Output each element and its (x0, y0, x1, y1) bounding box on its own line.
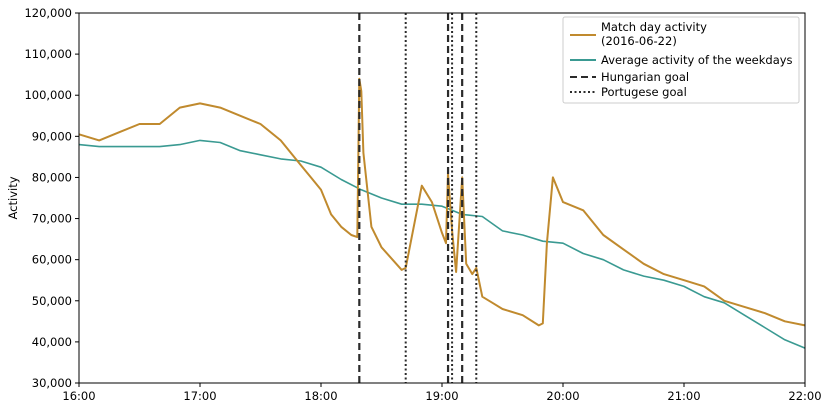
x-tick-label: 20:00 (546, 389, 579, 403)
y-axis-label: Activity (6, 176, 20, 219)
series-line-weekday-average (78, 139, 806, 349)
x-tick-label: 22:00 (788, 389, 821, 403)
y-tick-label: 80,000 (32, 170, 72, 184)
plot-area (78, 13, 806, 383)
legend-label-portuguese-goal: Portugese goal (601, 85, 687, 99)
legend-label-match-line1: Match day activity (601, 20, 707, 34)
legend-label-average: Average activity of the weekdays (601, 53, 793, 67)
y-tick-label: 100,000 (24, 88, 72, 102)
y-tick-label: 70,000 (32, 212, 72, 226)
axes: 30,000 40,000 50,000 60,000 70,000 80,000 90,0… (6, 6, 822, 403)
legend-label-match-line2: (2016-06-22) (601, 34, 677, 48)
y-tick-label: 90,000 (32, 129, 72, 143)
x-tick-label: 17:00 (183, 389, 216, 403)
x-tick-label: 16:00 (62, 389, 95, 403)
y-tick-label: 50,000 (32, 294, 72, 308)
y-tick-label: 30,000 (32, 376, 72, 390)
series-line-match-day (78, 77, 806, 327)
y-tick-label: 110,000 (24, 47, 72, 61)
x-tick-label: 21:00 (667, 389, 700, 403)
x-tick-label: 19:00 (425, 389, 458, 403)
y-tick-label: 120,000 (24, 6, 72, 20)
x-tick-label: 18:00 (304, 389, 337, 403)
y-tick-label: 60,000 (32, 253, 72, 267)
legend-label-hungarian-goal: Hungarian goal (601, 70, 689, 84)
y-tick-label: 40,000 (32, 335, 72, 349)
legend-box (562, 16, 800, 104)
legend: Match day activity (2016-06-22) Average … (562, 16, 800, 104)
